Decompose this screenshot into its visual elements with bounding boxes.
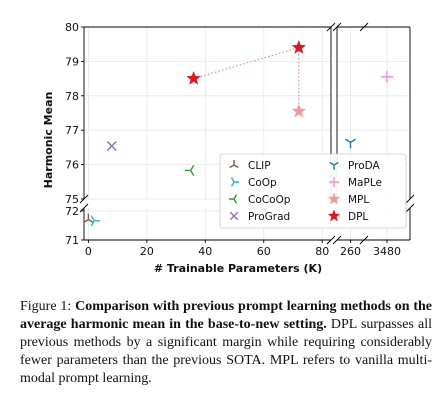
mpl-point — [291, 103, 307, 118]
y-tick-label: 79 — [65, 55, 79, 68]
legend-marker-proda — [329, 161, 339, 170]
proda-point — [344, 138, 357, 149]
axis-break-mark — [405, 203, 415, 213]
y-tick-label: 78 — [65, 90, 79, 103]
x-tick-label: 0 — [85, 245, 92, 258]
legend-marker-coop — [230, 177, 239, 187]
y-tick-label: 71 — [65, 234, 79, 247]
legend-marker-clip — [229, 160, 239, 169]
axis-break-mark — [405, 194, 415, 204]
axis-break-mark — [332, 235, 342, 245]
y-tick-label: 75 — [65, 193, 79, 206]
prograd-point — [106, 141, 117, 152]
axis-break-mark — [326, 22, 336, 32]
caption-bold: Comparison with previous prompt learning… — [20, 299, 432, 332]
caption-text: DPL surpasses all previous methods by a … — [20, 317, 432, 386]
x-tick-label: 3480 — [373, 245, 401, 258]
x-tick-label: 60 — [257, 245, 271, 258]
legend-marker-maple — [329, 177, 339, 187]
x-axis-title: # Trainable Parameters (K) — [154, 262, 322, 275]
legend-marker-cocoop — [229, 194, 238, 204]
legend-marker-prograd — [229, 211, 239, 221]
maple-point — [381, 70, 393, 83]
caption-label: Figure 1: — [20, 299, 76, 314]
axis-break-mark — [326, 235, 336, 245]
y-axis-title: Harmonic Mean — [42, 92, 55, 189]
y-tick-label: 77 — [65, 124, 79, 137]
dpl-connector-line — [193, 47, 300, 80]
x-tick-label: 40 — [198, 245, 212, 258]
axis-break-mark — [332, 22, 342, 32]
x-tick-label: 260 — [340, 245, 361, 258]
y-tick-label: 80 — [65, 21, 79, 34]
x-tick-label: 20 — [140, 245, 154, 258]
dpl-point — [291, 39, 307, 54]
legend-marker-dpl — [327, 209, 341, 222]
cocoop-point — [184, 164, 195, 177]
figure-caption: Figure 1: Comparison with previous promp… — [20, 298, 432, 388]
legend-box — [219, 153, 407, 229]
axis-break-mark — [359, 22, 369, 32]
y-tick-label: 76 — [65, 159, 79, 172]
legend-marker-mpl — [327, 192, 341, 205]
axis-break-mark — [359, 235, 369, 245]
legend-label-prograd: ProGrad — [248, 211, 290, 223]
figure: 0 20 40 60 80 260 3480 75 76 77 78 79 80 71 72 CLIP CoO… — [42, 21, 415, 275]
x-tick-label: 80 — [315, 245, 329, 258]
legend-label-cocoop: CoCoOp — [248, 194, 291, 206]
dpl-point — [186, 70, 201, 85]
y-tick-label: 72 — [65, 205, 79, 218]
legend-label-maple: MaPLe — [348, 177, 382, 189]
harmonic-mean-chart: 0 20 40 60 80 260 3480 75 76 77 78 79 80 71 72 CLIP CoO… — [42, 21, 415, 275]
legend-label-proda: ProDA — [348, 160, 381, 172]
legend-label-coop: CoOp — [248, 177, 277, 189]
legend-label-mpl: MPL — [348, 194, 369, 206]
coop-point — [90, 215, 101, 227]
legend-label-dpl: DPL — [348, 211, 368, 223]
legend-label-clip: CLIP — [248, 160, 271, 172]
